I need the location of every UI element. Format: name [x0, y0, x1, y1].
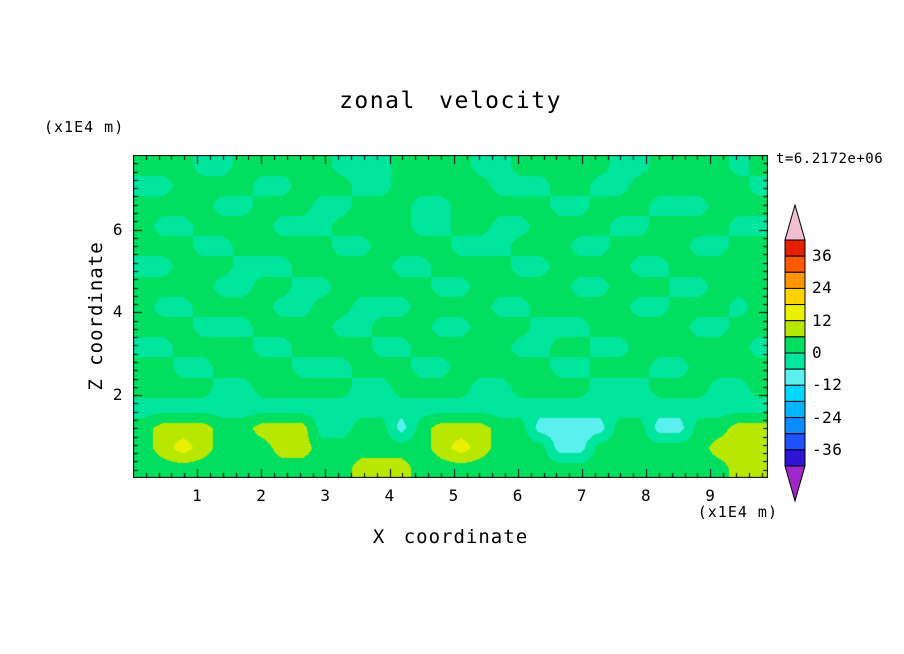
- x-tick-label: 5: [448, 486, 459, 505]
- colorbar-cell: [784, 271, 806, 289]
- x-tick-label: 7: [576, 486, 588, 505]
- z-tick-label: 2: [112, 385, 123, 405]
- colorbar-cell: [784, 304, 806, 322]
- time-annotation: t=6.2172e+06: [776, 151, 884, 167]
- x-tick-label: 3: [320, 486, 331, 505]
- colorbar-cell: [784, 368, 806, 386]
- colorbar-cell: [784, 336, 806, 354]
- x-tick-label: 1: [192, 486, 203, 505]
- contour-plot: [133, 155, 768, 478]
- x-tick-label: 8: [641, 486, 652, 505]
- x-tick-label: 2: [256, 486, 267, 505]
- colorbar-cell: [784, 352, 806, 370]
- colorbar-label: -36: [812, 439, 843, 459]
- colorbar-label: 0: [812, 343, 823, 362]
- colorbar-cell: [784, 449, 806, 467]
- z-tick-label: 6: [112, 219, 123, 239]
- colorbar-cell: [784, 433, 806, 451]
- colorbar-label: -12: [812, 375, 843, 395]
- colorbar-label: -24: [812, 407, 843, 427]
- colorbar-label: 12: [812, 310, 833, 330]
- colorbar-cell: [784, 239, 806, 257]
- x-tick-label: 4: [384, 486, 395, 505]
- colorbar-cell: [784, 400, 806, 419]
- colorbar-label: 24: [812, 278, 833, 298]
- x-tick-label: 9: [705, 486, 716, 505]
- colorbar-cell: [784, 384, 806, 402]
- colorbar-cell: [784, 287, 806, 306]
- x-tick-label: 6: [512, 486, 523, 505]
- colorbar-cell: [784, 255, 806, 273]
- colorbar-cell: [784, 417, 806, 435]
- x-axis-label: X coordinate: [372, 526, 529, 548]
- colorbar-label: 36: [812, 246, 833, 266]
- z-axis-unit: (x1E4 m): [44, 118, 125, 136]
- chart-title: zonal velocity: [339, 88, 562, 114]
- colorbar-cell: [784, 320, 806, 338]
- colorbar-bottom-arrow: [784, 465, 806, 503]
- z-tick-label: 4: [112, 302, 123, 322]
- colorbar: [784, 203, 806, 506]
- colorbar-top-arrow: [784, 203, 806, 241]
- x-axis-unit: (x1E4 m): [697, 503, 778, 521]
